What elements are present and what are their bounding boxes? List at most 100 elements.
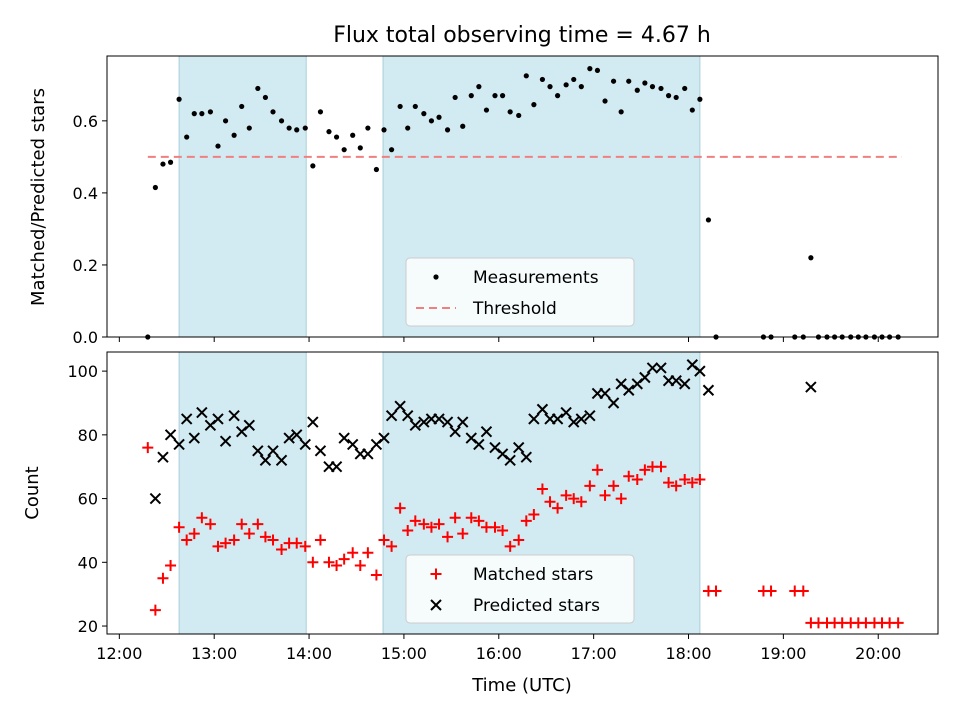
measurement-point [658,85,664,92]
matched-stars-point [513,534,525,546]
measurement-point [278,118,285,124]
measurement-point [357,145,363,151]
measurement-point [397,103,403,110]
measurement-point [350,132,356,138]
measurement-point [618,109,624,115]
matched-stars-point [149,604,161,616]
matched-stars-point [291,537,303,549]
x-axis-label: Time (UTC) [471,675,572,696]
legend-box [405,257,635,327]
measurement-point [468,93,474,99]
matched-stars-point [639,464,651,476]
measurement-point [578,84,584,90]
measurement-point [436,114,442,120]
measurement-point [405,125,411,131]
matched-stars-point [710,585,722,597]
predicted-stars-point [385,410,398,422]
matched-stars-point [670,480,682,492]
matched-stars-point [449,512,461,524]
matched-stars-point [331,559,343,571]
measurement-point [626,78,632,84]
measurement-point [594,67,601,74]
measurement-point [673,94,679,101]
measurement-point [634,87,640,93]
predicted-stars-point [504,454,516,467]
matched-stars-point [797,585,809,597]
measurement-point [649,84,656,90]
measurement-point [571,76,577,83]
y-tick-label: 60 [78,490,98,509]
matched-stars-point [520,515,532,527]
bottom-panel: 12:00 13:00 14:00 15:00 16:00 17:00 18:00 19:00… [67,351,939,663]
matched-stars-point [599,489,611,501]
matched-stars-point [663,477,675,489]
predicted-stars-point [599,387,611,400]
measurement-point [231,132,237,138]
predicted-stars-point [338,432,350,444]
predicted-stars-point [449,425,461,438]
measurement-point [302,125,308,131]
legend-marker [430,599,442,611]
predicted-stars-point [670,374,682,387]
predicted-stars-point [702,384,715,396]
predicted-stars-point [164,429,177,441]
matched-stars-point [252,518,264,530]
predicted-stars-point [252,445,264,457]
measurement-point [381,127,387,133]
measurement-point [286,125,292,131]
matched-stars-point [655,461,667,473]
predicted-stars-point [307,416,319,428]
measurement-point [341,147,347,153]
measurement-point [152,184,158,191]
predicted-stars-point [188,432,200,444]
y-tick-label: 0.2 [73,256,98,275]
measurement-point [333,134,340,140]
matched-stars-point [220,537,232,549]
measurement-point [167,159,174,165]
predicted-stars-point [173,438,185,451]
matched-stars-point [188,528,200,540]
legend-label: Threshold [472,299,557,319]
matched-stars-point [623,470,635,482]
x-tick-label: 17:00 [571,644,617,663]
measurement-point [388,147,395,153]
matched-stars-point [402,524,414,536]
y-tick-label: 0.6 [73,112,98,131]
matched-stars-point [686,477,698,489]
predicted-stars-point [473,438,485,451]
matched-stars-point [243,528,255,540]
measurement-point [642,80,648,86]
measurement-point [160,161,166,167]
matched-stars-point [370,569,382,581]
matched-stars-point [394,502,406,514]
predicted-stars-point [180,413,193,425]
predicted-stars-point [512,441,525,454]
matched-stars-point [584,480,596,492]
measurement-point [547,84,553,90]
bottom-y-axis-label: Count [22,466,43,519]
predicted-stars-point [275,454,288,467]
measurement-point [215,143,221,149]
measurement-point [689,107,695,113]
predicted-stars-point [196,406,208,419]
x-tick-label: 14:00 [286,644,332,663]
x-tick-label: 18:00 [665,644,711,663]
matched-stars-point [165,559,177,571]
predicted-stars-point [378,432,390,444]
measurement-point [682,85,688,92]
measurement-point [262,94,269,101]
measurement-point [587,66,593,72]
measurement-point [499,93,506,99]
matched-stars-point [196,512,208,524]
measurement-point [492,93,498,99]
matched-stars-point [892,617,904,629]
matched-stars-point [765,585,777,597]
chart-title: Flux total observing time = 4.67 h [333,23,711,48]
x-tick-label: 15:00 [381,644,427,663]
matched-stars-point [314,534,326,546]
matched-stars-point [267,534,279,546]
x-tick-label: 13:00 [191,644,237,663]
matched-stars-point [323,556,335,568]
matched-stars-point [457,528,469,540]
matched-stars-point [575,496,587,508]
